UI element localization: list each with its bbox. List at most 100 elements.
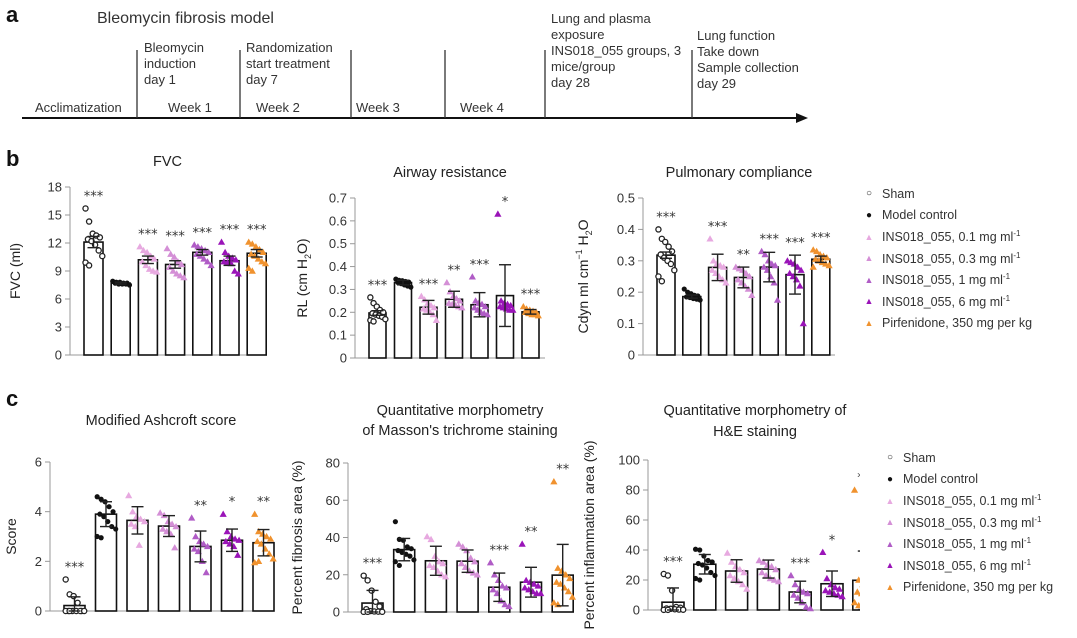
data-point-triangle [761,250,769,258]
bar-group: *** [163,230,188,356]
y-tick-label: 0.5 [329,236,347,251]
data-point-triangle [145,265,154,272]
data-point-open-circle [382,315,389,323]
legend-label-superscript: -1 [1013,229,1021,239]
bar-group: ** [550,463,577,613]
data-point-triangle [251,510,259,517]
data-point-triangle [823,574,831,582]
legend-item: ● Model control [883,469,1053,491]
y-tick-label: 18 [48,180,62,195]
y-tick-label: 0.6 [329,213,347,228]
data-point-triangle [424,299,432,306]
legend-item: ○ Sham [883,447,1053,469]
data-point-triangle [468,273,476,280]
chart-he-staining: Quantitative morphometry of H&E staining 0… [581,403,860,630]
data-point-open-circle [655,273,662,280]
event-line: day 7 [246,72,278,87]
y-tick-label: 0.2 [617,285,635,300]
significance-label: *** [419,277,439,292]
bar-group: ** [188,499,212,612]
legend-label: INS018_055, 6 mg ml-1 [903,557,1032,573]
data-point-triangle [221,248,229,256]
data-point-triangle [258,258,266,265]
data-point-triangle [156,509,164,516]
y-tick-label: 20 [626,573,640,588]
bar-group [681,286,703,356]
bar-group: *** [660,555,687,614]
data-point-triangle [168,520,176,527]
data-point-open-circle [378,608,386,616]
data-point-triangle [534,582,542,589]
data-point-triangle [417,292,425,299]
data-point-triangle [138,258,146,265]
data-point-triangle [176,272,184,279]
bar-group [455,540,481,613]
data-point-triangle [795,585,803,592]
chart-title: Pulmonary compliance [666,165,813,181]
data-point-triangle [136,243,144,250]
data-point-triangle [774,577,783,585]
data-point-triangle [850,486,859,493]
triangle-marker-icon: ▲ [885,560,895,571]
data-point-triangle [443,278,451,286]
data-point-triangle [850,598,859,606]
data-point-filled-circle [392,559,398,565]
chart-title: of Masson's trichrome staining [362,423,557,439]
y-tick-label: 0 [633,603,640,618]
data-point-triangle [228,254,236,261]
data-point-triangle [255,557,263,565]
data-point-triangle [739,266,747,273]
chart-title: H&E staining [713,424,797,440]
data-point-triangle [831,583,839,591]
data-point-triangle [763,561,772,568]
bar [851,579,860,611]
data-point-triangle [247,250,255,257]
data-point-triangle [150,255,158,262]
y-tick-label: 80 [626,483,640,498]
data-point-triangle [467,554,475,561]
data-point-triangle [772,565,780,573]
data-point-triangle [855,576,860,583]
data-point-triangle [791,580,799,588]
event-lung-function: Lung function Take down Sample collectio… [697,28,799,92]
data-point-filled-circle [396,562,402,569]
bar-group: *** [787,557,814,612]
significance-label: ** [737,248,751,263]
bar-group: *** [217,223,242,356]
data-point-triangle [734,276,742,283]
data-point-triangle [709,257,718,264]
legend-item: ▲ INS018_055, 0.1 mg ml-1 [883,490,1053,512]
triangle-marker-icon: ▲ [864,274,874,285]
data-point-open-circle [95,247,102,254]
bar-group [110,278,133,356]
y-tick-label: 6 [55,292,62,307]
y-axis-label: Cdyn ml cm−1 H2O [574,219,594,333]
data-point-triangle [192,532,200,540]
significance-label: *** [521,288,541,303]
data-point-filled-circle [98,496,104,502]
event-line: Lung and plasma [551,11,651,26]
data-point-triangle [821,586,830,594]
bar-group: *** [190,226,215,356]
data-point-triangle [143,248,151,256]
y-axis-label: RL (cm H2O) [294,238,313,317]
y-tick-label: 0.1 [617,316,635,331]
data-point-triangle [494,210,502,217]
data-point-open-circle [372,598,379,605]
data-point-triangle [248,240,256,247]
triangle-marker-icon: ▲ [885,538,895,549]
data-point-triangle [456,297,464,304]
bar-group: * [219,495,244,612]
significance-label: *** [708,220,728,235]
data-point-filled-circle [692,575,699,582]
data-point-triangle [245,264,253,271]
data-point-open-circle [85,218,93,225]
open-circle-marker-icon: ○ [886,452,894,464]
data-point-triangle [787,571,795,579]
bar-group: ** [518,525,545,613]
data-point-open-circle [80,607,88,615]
data-point-filled-circle [705,557,711,564]
chart-title: FVC [153,154,182,170]
data-point-triangle [526,578,534,585]
data-point-triangle [196,537,204,545]
